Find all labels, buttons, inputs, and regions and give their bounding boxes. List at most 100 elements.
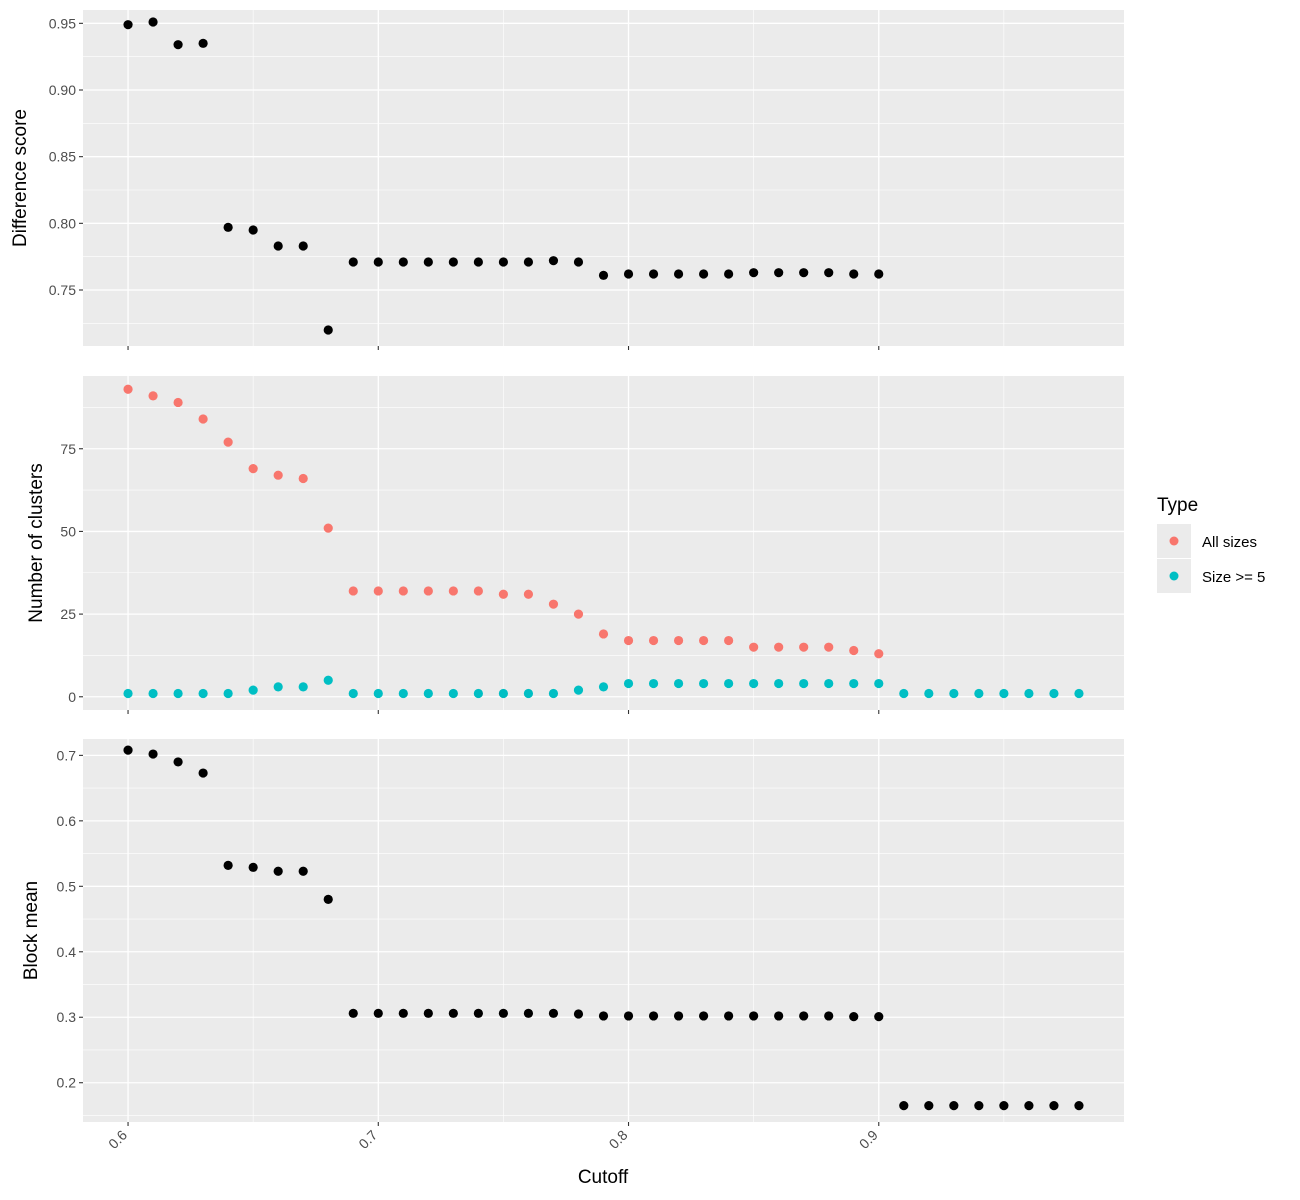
data-point [673, 1011, 684, 1021]
y-tick-label: 0.2 [57, 1075, 77, 1091]
data-point [849, 645, 859, 656]
x-axis: 0.6 0.7 0.8 0.9 [105, 1127, 881, 1152]
data-point [148, 688, 158, 699]
data-point [323, 523, 333, 533]
data-point [398, 586, 408, 596]
data-point [348, 1008, 358, 1018]
data-point [573, 1009, 584, 1019]
data-point [799, 642, 809, 652]
data-point [398, 688, 408, 699]
panel-background [83, 739, 1124, 1122]
data-point [273, 682, 283, 692]
data-point [598, 270, 609, 280]
legend-key-size-5 [1169, 571, 1179, 581]
data-point [598, 682, 609, 692]
data-point [824, 268, 834, 278]
data-point [198, 414, 208, 424]
data-point [1049, 688, 1059, 699]
data-point [724, 269, 734, 279]
data-point [548, 688, 559, 699]
data-point [724, 1011, 734, 1021]
y-tick-label: 0 [68, 689, 76, 705]
data-point [173, 757, 183, 767]
series-size-5 [123, 675, 1084, 699]
data-point [198, 688, 208, 699]
data-point [598, 1011, 609, 1021]
data-point [573, 257, 584, 267]
data-point [273, 866, 283, 876]
data-point [949, 1101, 959, 1111]
data-point [523, 257, 534, 267]
data-point [323, 894, 333, 905]
data-point [698, 678, 709, 689]
data-point [774, 1011, 784, 1021]
data-point [123, 745, 133, 755]
data-point [874, 649, 884, 659]
data-point [198, 38, 208, 48]
data-point [223, 222, 233, 232]
data-point [824, 678, 834, 689]
panel-block-mean: 0.2 0.3 0.4 0.5 0.6 0.7 Block mean [21, 739, 1124, 1126]
x-axis-title: Cutoff [578, 1167, 629, 1188]
data-point [298, 473, 308, 484]
data-point [698, 635, 709, 646]
data-point [799, 1011, 809, 1021]
y-tick-label: 0.7 [57, 747, 77, 763]
data-point [373, 688, 383, 699]
data-point [749, 642, 759, 652]
data-point [648, 1011, 659, 1021]
y-tick-label: 0.95 [49, 15, 76, 31]
data-point [999, 688, 1009, 699]
data-point [924, 1101, 934, 1111]
data-point [348, 586, 358, 596]
data-point [598, 629, 609, 639]
panel-number-of-clusters: 0 25 50 75 Number of clusters [26, 376, 1124, 714]
data-point [949, 688, 959, 699]
data-point [799, 678, 809, 689]
data-point [148, 17, 158, 27]
data-point [448, 586, 458, 596]
data-point [648, 678, 659, 689]
data-point [1049, 1101, 1059, 1111]
data-point [824, 642, 834, 652]
data-point [899, 688, 909, 699]
data-point [623, 269, 634, 279]
y-tick-label: 0.80 [49, 215, 76, 231]
x-tick-label: 0.7 [355, 1127, 380, 1152]
data-point [824, 1011, 834, 1021]
y-axis-title: Number of clusters [26, 463, 47, 622]
data-point [298, 241, 308, 251]
series-points [123, 17, 884, 335]
data-point [724, 678, 734, 689]
y-axis-title: Difference score [10, 109, 31, 247]
data-point [673, 269, 684, 279]
data-point [673, 678, 684, 689]
data-point [498, 688, 509, 699]
data-point [173, 397, 183, 408]
data-point [523, 1008, 534, 1018]
data-point [248, 862, 258, 872]
y-tick-label: 0.6 [57, 813, 77, 829]
data-point [498, 1008, 509, 1018]
data-point [1024, 1101, 1034, 1111]
data-point [223, 860, 233, 870]
data-point [774, 678, 784, 689]
data-point [799, 268, 809, 278]
y-tick-label: 0.4 [57, 944, 77, 960]
data-point [248, 685, 258, 695]
y-tick-label: 50 [60, 523, 76, 539]
legend-key-all-sizes [1169, 536, 1179, 546]
data-point [223, 437, 233, 447]
legend-title: Type [1157, 495, 1198, 516]
legend-label-all-sizes: All sizes [1202, 534, 1257, 551]
data-point [398, 257, 408, 267]
panel-background [83, 10, 1124, 346]
data-point [523, 688, 534, 699]
data-point [924, 688, 934, 699]
y-tick-label: 0.85 [49, 149, 76, 165]
panel-difference-score: 0.75 0.80 0.85 0.90 0.95 Difference score [10, 10, 1124, 350]
data-point [749, 1011, 759, 1021]
data-point [148, 749, 158, 759]
data-point [448, 1008, 458, 1018]
